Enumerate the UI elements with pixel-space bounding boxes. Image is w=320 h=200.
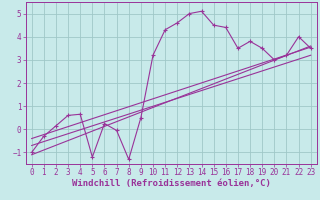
X-axis label: Windchill (Refroidissement éolien,°C): Windchill (Refroidissement éolien,°C) [72,179,271,188]
